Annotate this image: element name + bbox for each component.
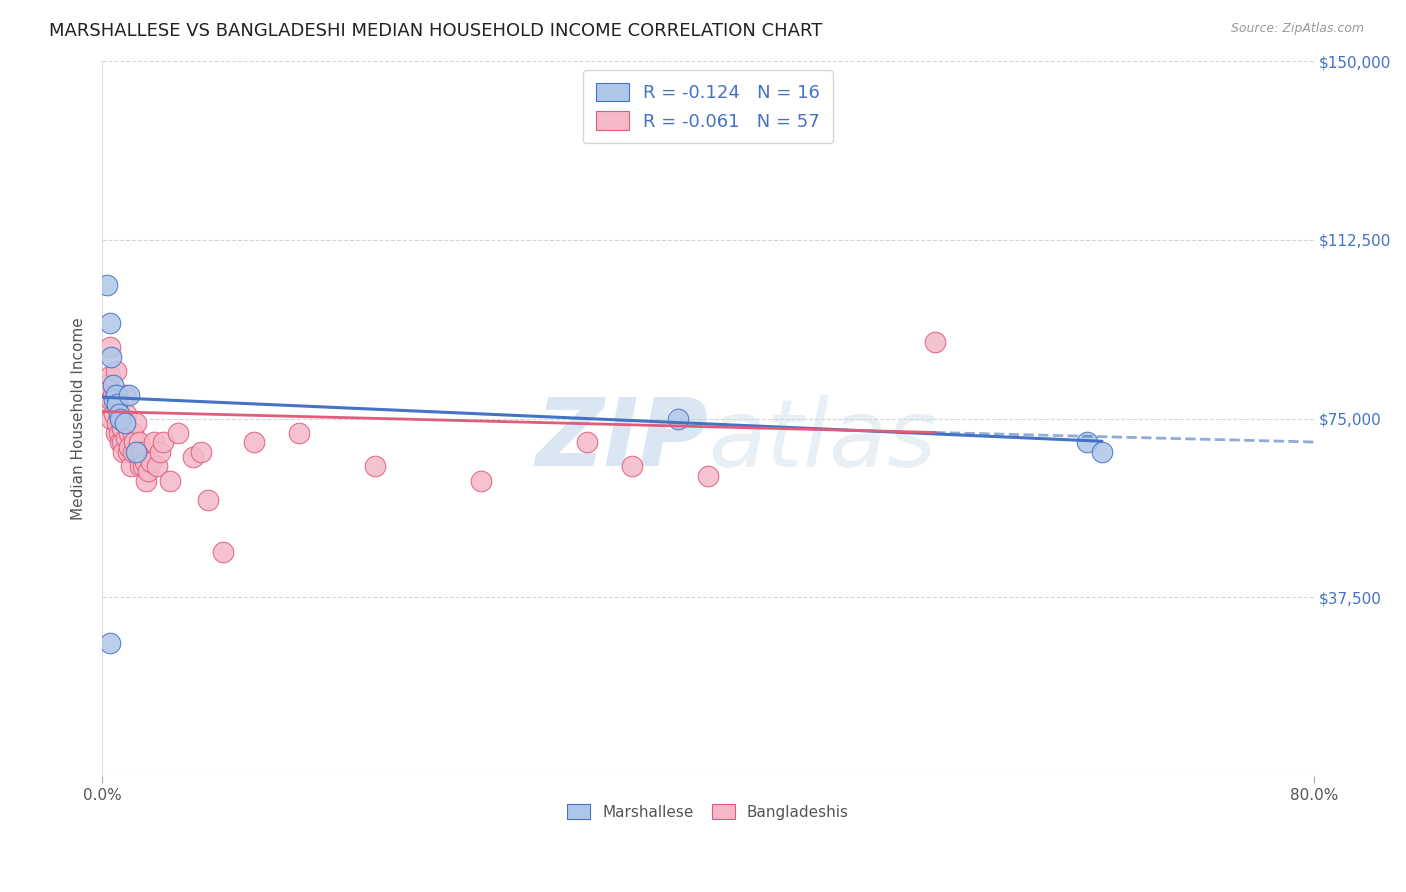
- Point: [125, 445, 148, 459]
- Point: [114, 388, 136, 402]
- Point: [103, 407, 125, 421]
- Point: [110, 435, 132, 450]
- Point: [124, 445, 146, 459]
- Point: [121, 425, 143, 440]
- Point: [145, 459, 167, 474]
- Point: [118, 440, 141, 454]
- Point: [131, 445, 153, 459]
- Point: [129, 459, 152, 474]
- Legend: Marshallese, Bangladeshis: Marshallese, Bangladeshis: [561, 797, 855, 826]
- Point: [100, 411, 122, 425]
- Text: Source: ZipAtlas.com: Source: ZipAtlas.com: [1230, 22, 1364, 36]
- Point: [121, 445, 143, 459]
- Point: [122, 435, 145, 450]
- Point: [136, 464, 159, 478]
- Point: [104, 388, 127, 402]
- Point: [1076, 435, 1098, 450]
- Point: [100, 350, 122, 364]
- Point: [364, 459, 387, 474]
- Point: [134, 454, 156, 468]
- Point: [114, 417, 136, 431]
- Point: [666, 411, 689, 425]
- Point: [97, 397, 120, 411]
- Point: [115, 407, 138, 421]
- Point: [142, 435, 165, 450]
- Point: [135, 474, 157, 488]
- Point: [105, 417, 128, 431]
- Point: [104, 364, 127, 378]
- Point: [111, 435, 134, 450]
- Point: [98, 636, 121, 650]
- Point: [181, 450, 204, 464]
- Point: [117, 445, 139, 459]
- Point: [212, 545, 235, 559]
- Point: [111, 421, 134, 435]
- Point: [118, 388, 141, 402]
- Point: [159, 474, 181, 488]
- Point: [149, 445, 172, 459]
- Point: [197, 492, 219, 507]
- Point: [115, 431, 138, 445]
- Point: [697, 468, 720, 483]
- Point: [621, 459, 644, 474]
- Point: [101, 388, 124, 402]
- Point: [110, 411, 132, 425]
- Point: [98, 316, 121, 330]
- Point: [128, 435, 150, 450]
- Point: [242, 435, 264, 450]
- Point: [167, 425, 190, 440]
- Point: [120, 459, 142, 474]
- Point: [1091, 445, 1114, 459]
- Y-axis label: Median Household Income: Median Household Income: [72, 318, 86, 520]
- Point: [101, 378, 124, 392]
- Point: [100, 392, 122, 407]
- Point: [110, 407, 132, 421]
- Point: [96, 278, 118, 293]
- Point: [98, 340, 121, 354]
- Point: [139, 454, 162, 468]
- Point: [924, 335, 946, 350]
- Point: [103, 392, 125, 407]
- Point: [105, 388, 128, 402]
- Point: [108, 407, 131, 421]
- Point: [124, 417, 146, 431]
- Point: [105, 397, 128, 411]
- Point: [112, 445, 135, 459]
- Point: [104, 425, 127, 440]
- Text: atlas: atlas: [709, 394, 936, 485]
- Text: MARSHALLESE VS BANGLADESHI MEDIAN HOUSEHOLD INCOME CORRELATION CHART: MARSHALLESE VS BANGLADESHI MEDIAN HOUSEH…: [49, 22, 823, 40]
- Point: [152, 435, 174, 450]
- Point: [575, 435, 598, 450]
- Point: [132, 459, 155, 474]
- Point: [288, 425, 311, 440]
- Point: [470, 474, 492, 488]
- Text: ZIP: ZIP: [536, 394, 709, 486]
- Point: [190, 445, 212, 459]
- Point: [114, 417, 136, 431]
- Point: [108, 425, 131, 440]
- Point: [96, 378, 118, 392]
- Point: [118, 425, 141, 440]
- Point: [98, 368, 121, 383]
